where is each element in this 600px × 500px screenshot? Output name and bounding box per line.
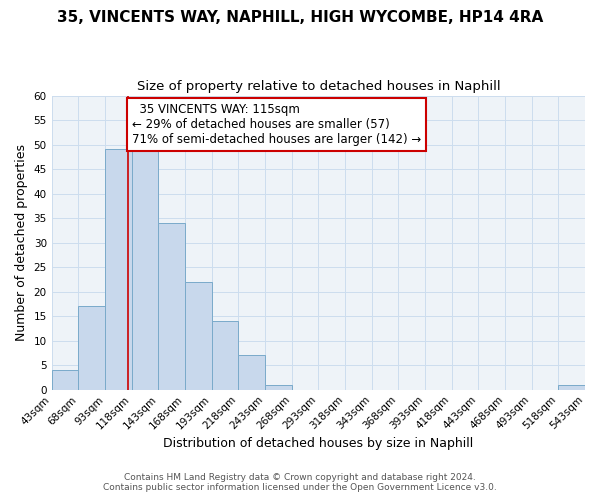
- Bar: [212, 321, 238, 390]
- Bar: [238, 356, 265, 390]
- Bar: [52, 370, 79, 390]
- Bar: [131, 144, 158, 390]
- Bar: [105, 150, 131, 390]
- Text: 35 VINCENTS WAY: 115sqm  
← 29% of detached houses are smaller (57)
71% of semi-: 35 VINCENTS WAY: 115sqm ← 29% of detache…: [131, 103, 421, 146]
- Text: 35, VINCENTS WAY, NAPHILL, HIGH WYCOMBE, HP14 4RA: 35, VINCENTS WAY, NAPHILL, HIGH WYCOMBE,…: [57, 10, 543, 25]
- Bar: [79, 306, 105, 390]
- Bar: [559, 385, 585, 390]
- Text: Contains HM Land Registry data © Crown copyright and database right 2024.
Contai: Contains HM Land Registry data © Crown c…: [103, 473, 497, 492]
- X-axis label: Distribution of detached houses by size in Naphill: Distribution of detached houses by size …: [163, 437, 473, 450]
- Title: Size of property relative to detached houses in Naphill: Size of property relative to detached ho…: [137, 80, 500, 93]
- Bar: [158, 223, 185, 390]
- Bar: [265, 385, 292, 390]
- Y-axis label: Number of detached properties: Number of detached properties: [15, 144, 28, 341]
- Bar: [185, 282, 212, 390]
